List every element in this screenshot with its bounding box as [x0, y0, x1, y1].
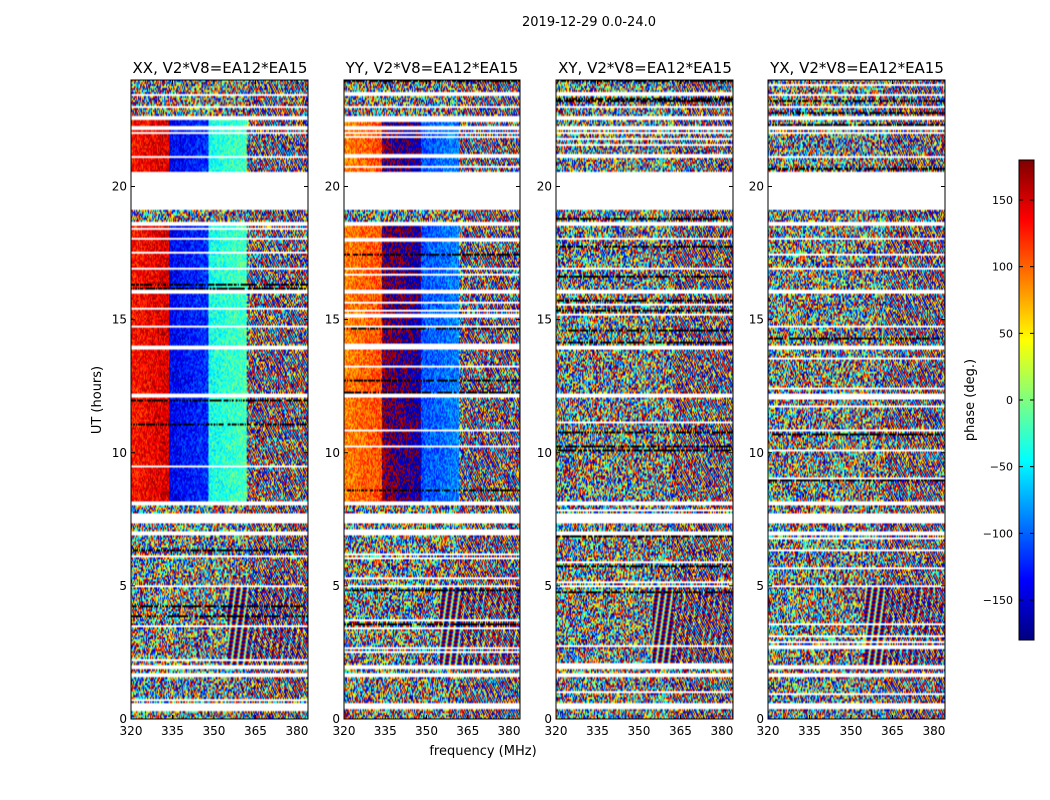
panel-title-xx: XX, V2*V8=EA12*EA15 [133, 59, 308, 77]
y-tick-label: 5 [544, 579, 552, 593]
y-tick-label: 20 [537, 180, 552, 194]
y-tick-label: 5 [756, 579, 764, 593]
colorbar-tick-label: 0 [1006, 394, 1013, 407]
x-tick-label: 320 [333, 724, 356, 738]
x-tick-label: 320 [120, 724, 143, 738]
colorbar-ticks: 150 100 50 0 −50 −100 −150 [983, 194, 1034, 607]
panel-xy: XY, V2*V8=EA12*EA15 0 5 10 15 20 320 335 350 36… [537, 59, 734, 738]
x-ticks-yx: 320 335 350 365 380 [757, 80, 945, 738]
x-axis-label: frequency (MHz) [429, 744, 536, 759]
colorbar-tick-label: −100 [983, 527, 1013, 540]
x-tick-label: 335 [798, 724, 821, 738]
panel-yy: YY, V2*V8=EA12*EA15 0 5 10 15 20 320 335 350 36… [325, 59, 521, 738]
colorbar-tick-label: 50 [999, 327, 1013, 340]
x-tick-label: 320 [757, 724, 780, 738]
x-tick-label: 365 [669, 724, 692, 738]
x-tick-label: 350 [203, 724, 226, 738]
x-tick-label: 365 [881, 724, 904, 738]
y-tick-label: 15 [112, 313, 127, 327]
y-tick-label: 15 [537, 313, 552, 327]
y-ticks-xy: 0 5 10 15 20 [537, 180, 733, 726]
y-tick-label: 10 [749, 446, 764, 460]
phase-heatmap-yx [768, 80, 945, 719]
phase-heatmap-yy [344, 80, 520, 719]
y-tick-label: 20 [112, 180, 127, 194]
figure-suptitle: 2019-12-29 0.0-24.0 [522, 15, 656, 30]
x-tick-label: 350 [415, 724, 438, 738]
y-tick-label: 0 [119, 712, 127, 726]
y-tick-label: 15 [325, 313, 340, 327]
x-tick-label: 365 [456, 724, 479, 738]
y-ticks-yx: 0 5 10 15 20 [749, 180, 945, 726]
x-tick-label: 335 [374, 724, 397, 738]
y-tick-label: 10 [112, 446, 127, 460]
y-tick-label: 0 [756, 712, 764, 726]
x-tick-label: 380 [285, 724, 308, 738]
x-ticks-yy: 320 335 350 365 380 [333, 80, 521, 738]
x-tick-label: 335 [161, 724, 184, 738]
panel-title-xy: XY, V2*V8=EA12*EA15 [558, 59, 732, 77]
x-tick-label: 350 [840, 724, 863, 738]
x-ticks-xy: 320 335 350 365 380 [545, 80, 733, 738]
phase-heatmap-xy [556, 80, 733, 719]
y-tick-label: 0 [332, 712, 340, 726]
x-tick-label: 380 [710, 724, 733, 738]
x-tick-label: 320 [545, 724, 568, 738]
colorbar-tick-label: −50 [990, 461, 1013, 474]
y-axis-label: UT (hours) [90, 366, 105, 434]
axes-frame-xx [130, 79, 309, 720]
panel-title-yy: YY, V2*V8=EA12*EA15 [345, 59, 519, 77]
x-tick-label: 350 [628, 724, 651, 738]
panel-title-yx: YX, V2*V8=EA12*EA15 [769, 59, 944, 77]
phase-heatmap-xx [131, 80, 308, 719]
axes-frame-xy [555, 79, 734, 720]
colorbar-tick-label: 150 [992, 194, 1013, 207]
colorbar-label: phase (deg.) [963, 359, 978, 441]
x-tick-label: 380 [498, 724, 521, 738]
y-tick-label: 10 [325, 446, 340, 460]
panel-yx: YX, V2*V8=EA12*EA15 0 5 10 15 20 320 335 350 36… [749, 59, 946, 738]
colorbar: 150 100 50 0 −50 −100 −150 phase (deg.) [963, 159, 1035, 641]
y-tick-label: 20 [749, 180, 764, 194]
x-ticks-xx: 320 335 350 365 380 [120, 80, 308, 738]
y-tick-label: 5 [332, 579, 340, 593]
y-tick-label: 15 [749, 313, 764, 327]
y-tick-label: 0 [544, 712, 552, 726]
y-ticks-xx: 0 5 10 15 20 [112, 180, 308, 726]
colorbar-tick-label: −150 [983, 594, 1013, 607]
y-tick-label: 10 [537, 446, 552, 460]
y-tick-label: 5 [119, 579, 127, 593]
y-ticks-yy: 0 5 10 15 20 [325, 180, 520, 726]
y-tick-label: 20 [325, 180, 340, 194]
colorbar-tick-label: 100 [992, 261, 1013, 274]
axes-frame-yx [767, 79, 946, 720]
x-tick-label: 335 [586, 724, 609, 738]
axes-frame-yy [343, 79, 521, 720]
x-tick-label: 380 [922, 724, 945, 738]
panel-xx: XX, V2*V8=EA12*EA15 0 5 10 15 20 320 335 350 36… [112, 59, 309, 738]
x-tick-label: 365 [244, 724, 267, 738]
